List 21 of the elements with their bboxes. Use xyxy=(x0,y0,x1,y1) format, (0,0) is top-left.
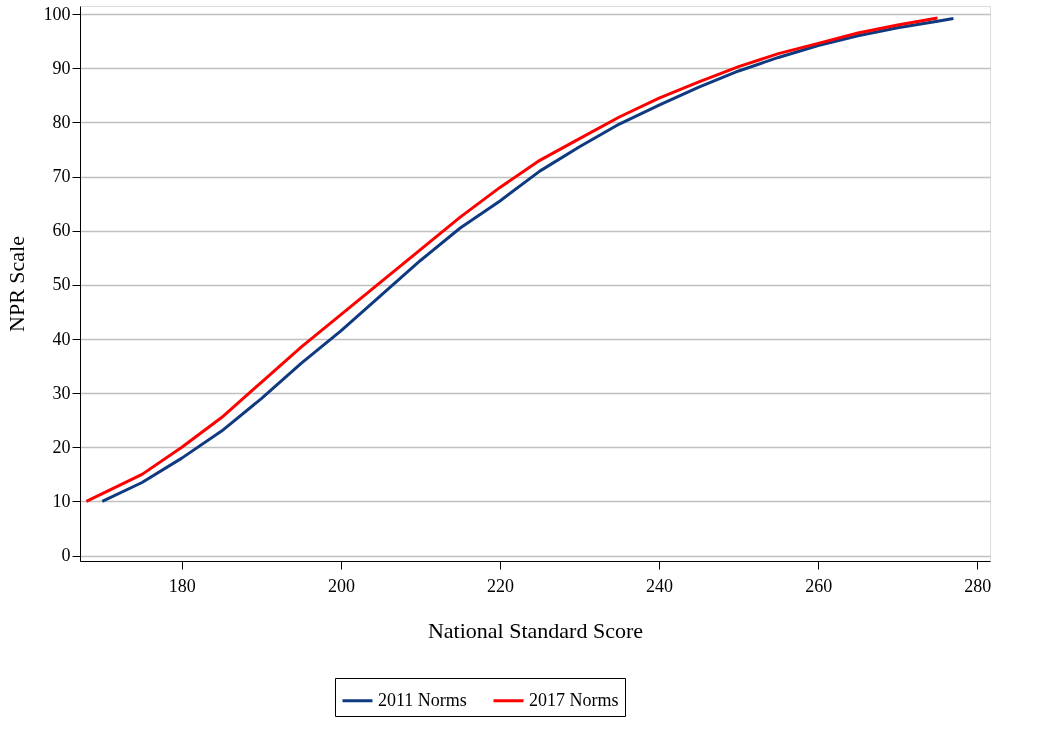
y-tick-label: 50 xyxy=(52,274,71,295)
y-tick-label: 40 xyxy=(52,328,71,349)
y-tick-label: 80 xyxy=(52,111,71,132)
y-tick-label: 60 xyxy=(52,220,71,241)
legend-label: 2011 Norms xyxy=(378,689,467,710)
x-axis-title: National Standard Score xyxy=(427,617,644,643)
y-tick-label: 10 xyxy=(52,490,71,511)
x-tick-label: 280 xyxy=(964,575,992,596)
x-tick-label: 260 xyxy=(805,575,833,596)
y-tick-label: 30 xyxy=(52,382,71,403)
x-tick-label: 200 xyxy=(327,575,355,596)
y-tick-label: 90 xyxy=(52,57,71,78)
legend-label: 2017 Norms xyxy=(529,689,619,710)
y-tick-label: 20 xyxy=(52,436,71,457)
x-tick-label: 180 xyxy=(168,575,196,596)
x-tick-label: 240 xyxy=(646,575,674,596)
y-tick-label: 100 xyxy=(43,3,71,24)
y-axis-title: NPR Scale xyxy=(3,236,29,332)
y-tick-label: 0 xyxy=(61,545,71,566)
x-tick-label: 220 xyxy=(487,575,514,596)
y-tick-label: 70 xyxy=(52,166,71,187)
